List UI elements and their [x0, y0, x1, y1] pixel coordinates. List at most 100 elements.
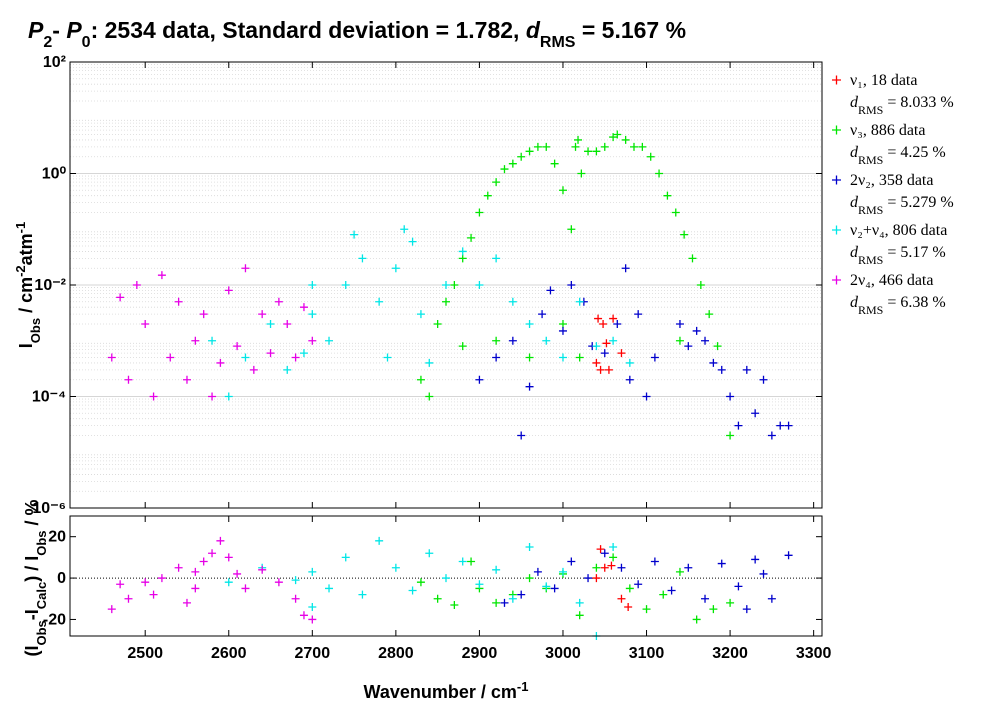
title-part: 0: [82, 34, 91, 51]
point: [467, 233, 476, 242]
legend-label: 2ν₂, 358 data: [850, 172, 933, 189]
point: [458, 342, 467, 351]
point: [308, 310, 317, 319]
point: [675, 567, 684, 576]
plot-frame: [69, 61, 823, 509]
legend-marker: [832, 275, 841, 285]
point: [224, 392, 233, 401]
x-tick-label: 2600: [211, 645, 247, 662]
point: [734, 421, 743, 430]
point: [400, 225, 409, 234]
point: [208, 336, 217, 345]
point: [717, 365, 726, 374]
y-axis-label: IObs / cm-2atm-1: [13, 222, 43, 348]
point: [600, 563, 609, 572]
point: [157, 271, 166, 280]
point: [450, 281, 459, 289]
point: [650, 353, 659, 362]
point: [784, 551, 793, 560]
point: [538, 310, 547, 319]
legend-rms-part: = 6.38 %: [883, 294, 945, 311]
point: [759, 569, 768, 578]
point: [594, 314, 603, 323]
point: [617, 563, 626, 572]
point: [624, 603, 633, 612]
point: [717, 559, 726, 568]
point: [182, 375, 191, 384]
point: [784, 421, 793, 430]
point: [625, 358, 634, 367]
point: [467, 557, 476, 566]
point: [174, 297, 183, 306]
point: [613, 319, 622, 328]
point: [492, 178, 501, 187]
point: [517, 152, 526, 161]
x-tick-label: 3200: [712, 645, 748, 662]
point: [199, 310, 208, 319]
plot-frame: [69, 515, 823, 637]
point: [500, 165, 509, 174]
x-tick-label: 2900: [462, 645, 498, 662]
legend-rms-part: RMS: [858, 203, 883, 217]
point: [391, 264, 400, 273]
point: [141, 319, 150, 328]
point: [546, 286, 555, 295]
x-tick-label: 2500: [127, 645, 163, 662]
point: [116, 293, 125, 302]
label-part: -I: [22, 609, 42, 620]
point: [671, 208, 680, 217]
point: [726, 392, 735, 401]
label-part: -1: [517, 679, 529, 694]
point: [458, 557, 467, 566]
y-tick-label: 10⁰: [42, 166, 67, 183]
label-part: (I: [22, 646, 42, 657]
x-tick-label: 3000: [545, 645, 581, 662]
point: [208, 392, 217, 401]
point: [299, 303, 308, 312]
point: [341, 553, 350, 562]
point: [625, 584, 634, 593]
point: [258, 565, 267, 574]
point: [650, 557, 659, 566]
title-part: -: [52, 17, 66, 43]
point: [709, 605, 718, 614]
point: [442, 297, 450, 306]
point: [492, 336, 501, 345]
point: [600, 142, 609, 151]
legend-marker: [832, 225, 841, 235]
point: [433, 594, 442, 603]
point: [625, 375, 634, 384]
point: [308, 603, 317, 612]
point: [517, 590, 526, 599]
point: [525, 147, 534, 156]
point: [224, 578, 233, 587]
legend-label: ν₂+ν₄, 806 data: [850, 222, 947, 239]
point: [642, 392, 651, 401]
label-part: / cm: [16, 277, 36, 318]
point: [692, 326, 701, 335]
label-part: Obs: [34, 530, 49, 555]
y-tick-label: 20: [48, 529, 66, 546]
legend-rms: dRMS = 6.38 %: [850, 294, 946, 317]
point: [609, 314, 618, 323]
legend-rms: dRMS = 5.279 %: [850, 194, 954, 217]
chart-title: P2- P0: 2534 data, Standard deviation = …: [28, 17, 686, 51]
legend-label: ν₁, 18 data: [850, 72, 917, 89]
point: [425, 549, 434, 558]
point: [550, 159, 559, 168]
point: [475, 580, 484, 589]
label-part: -2: [13, 265, 28, 277]
point: [607, 561, 616, 570]
point: [617, 349, 626, 358]
point: [542, 582, 551, 591]
point: [599, 319, 608, 328]
point: [604, 365, 613, 374]
point: [550, 584, 559, 593]
point: [492, 598, 501, 607]
legend-rms-part: RMS: [858, 153, 883, 167]
point: [592, 574, 601, 583]
point: [688, 254, 697, 263]
point: [592, 358, 601, 367]
point: [634, 310, 643, 319]
point: [475, 375, 484, 384]
